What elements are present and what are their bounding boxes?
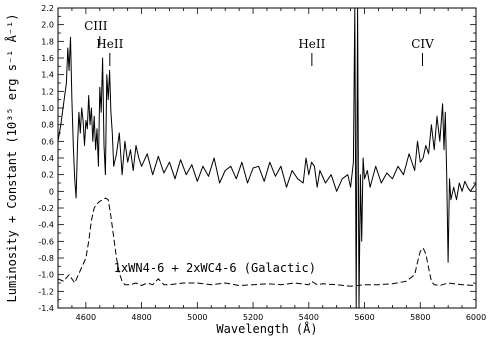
observed-spectrum-line bbox=[57, 7, 477, 309]
x-axis-title: Wavelength (Å) bbox=[216, 321, 317, 336]
y-tick-label: 0.4 bbox=[41, 154, 54, 163]
y-tick-label: -0.6 bbox=[38, 237, 54, 246]
line-label: HeII bbox=[298, 37, 325, 51]
y-tick-label: -0.4 bbox=[38, 221, 54, 230]
legend-label: 1xWN4-6 + 2xWC4-6 (Galactic) bbox=[114, 261, 316, 275]
line-label: HeII bbox=[96, 37, 123, 51]
y-tick-label: 1.8 bbox=[41, 37, 54, 46]
x-axis-ticks: 4600 4800 5000 5200 5400 5600 5800 6000 bbox=[57, 8, 486, 322]
y-tick-label: 0 bbox=[49, 187, 54, 196]
y-tick-label: 1.2 bbox=[41, 87, 54, 96]
y-axis-ticks: -1.4 -1.2 -1.0 -0.8 -0.6 -0.4 -0.2 0 0.2 0.4 0.6 0.… bbox=[38, 4, 476, 313]
line-label: CIII bbox=[84, 19, 108, 33]
y-tick-label: 1.6 bbox=[41, 54, 54, 63]
y-tick-label: 0.2 bbox=[41, 171, 54, 180]
y-tick-label: 0.8 bbox=[41, 121, 54, 130]
line-label: CIV bbox=[411, 37, 434, 51]
x-tick-label: 4800 bbox=[131, 313, 151, 322]
x-tick-label: 5200 bbox=[243, 313, 263, 322]
y-tick-label: -1.2 bbox=[38, 287, 54, 296]
x-tick-label: 6000 bbox=[466, 313, 486, 322]
x-tick-label: 5800 bbox=[410, 313, 430, 322]
y-axis-title: Luminosity + Constant (10³⁵ erg s⁻¹ Å⁻¹) bbox=[4, 14, 19, 303]
composite-template-line bbox=[57, 197, 477, 287]
x-tick-label: 5000 bbox=[187, 313, 207, 322]
y-tick-label: -1.4 bbox=[38, 304, 54, 313]
y-tick-label: -0.2 bbox=[38, 204, 54, 213]
y-tick-label: 2.2 bbox=[41, 4, 54, 13]
y-tick-label: 1.4 bbox=[41, 71, 54, 80]
series-layer bbox=[57, 7, 477, 309]
y-tick-label: -1.0 bbox=[38, 271, 54, 280]
x-tick-label: 5400 bbox=[299, 313, 319, 322]
y-tick-label: 0.6 bbox=[41, 137, 54, 146]
x-tick-label: 5600 bbox=[354, 313, 374, 322]
y-tick-label: -0.8 bbox=[38, 254, 54, 263]
y-tick-label: 2.0 bbox=[41, 21, 54, 30]
y-tick-label: 1.0 bbox=[41, 104, 54, 113]
x-tick-label: 4600 bbox=[76, 313, 96, 322]
line-annotations: CIII HeII HeII CIV bbox=[84, 19, 434, 66]
